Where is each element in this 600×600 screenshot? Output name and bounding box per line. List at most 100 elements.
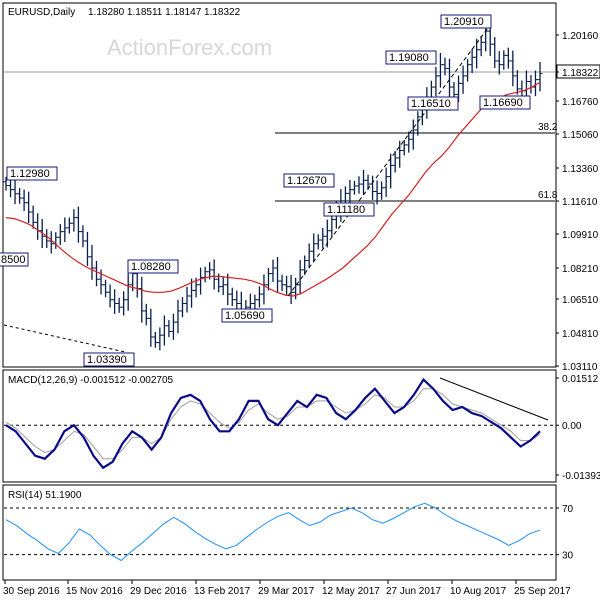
- price-annotation-box: [385, 50, 437, 65]
- price-bar: [94, 260, 100, 287]
- rsi-panel: [2, 484, 557, 581]
- price-tick-label: 1.06510: [562, 295, 599, 306]
- price-tick-label: 1.03110: [562, 362, 598, 373]
- price-bar: [315, 234, 321, 250]
- rsi-tick-label: 70: [562, 504, 574, 515]
- price-bar: [514, 70, 520, 95]
- price-annotation-label: 1.16510: [411, 98, 451, 110]
- price-bar: [62, 217, 68, 243]
- price-annotation: 1.12670: [283, 173, 335, 188]
- price-annotation-box: [127, 259, 179, 274]
- price-bar: [356, 176, 362, 194]
- x-tick-label: 27 Jun 2017: [386, 586, 441, 597]
- macd-title: MACD(12,26,9) -0.001512 -0.002705: [8, 375, 174, 386]
- price-bar: [410, 119, 416, 150]
- price-bar: [103, 279, 109, 298]
- macd-tick-label: -0.013938: [562, 471, 600, 482]
- price-annotation-label: 1.16690: [483, 97, 523, 109]
- price-bar: [442, 57, 448, 76]
- x-tick-label: 13 Feb 2017: [194, 586, 251, 597]
- x-tick-label: 29 Mar 2017: [258, 586, 315, 597]
- price-tick-label: 1.16760: [562, 97, 599, 108]
- price-tick-label: 1.08210: [562, 264, 599, 275]
- price-annotation-label: 1.12670: [287, 175, 327, 187]
- price-bar: [57, 223, 63, 245]
- price-bar: [465, 58, 471, 82]
- macd-trendline: [439, 377, 549, 421]
- price-bar: [460, 65, 466, 94]
- sma-line: [5, 81, 541, 297]
- price-bar: [157, 327, 163, 351]
- x-tick-label: 30 Sep 2016: [3, 586, 60, 597]
- price-bar: [202, 266, 208, 283]
- price-bar: [478, 35, 484, 57]
- price-bar: [365, 174, 371, 190]
- price-bar: [170, 313, 176, 340]
- price-bar: [406, 131, 412, 153]
- price-tick-label: 1.04810: [562, 329, 599, 340]
- price-bar: [415, 111, 421, 136]
- price-bar: [125, 273, 131, 311]
- price-annotation: 1.12980: [6, 166, 58, 181]
- price-bar: [161, 315, 167, 346]
- price-annotation-box: [221, 308, 273, 323]
- price-bar: [311, 233, 317, 262]
- x-tick-label: 29 Dec 2016: [130, 586, 187, 597]
- price-bar: [152, 331, 158, 348]
- price-tick-label: 1.20160: [562, 31, 599, 42]
- price-bar: [496, 51, 502, 75]
- price-bar: [275, 256, 281, 293]
- price-bar: [211, 259, 217, 290]
- price-annotation-label: 1.12980: [10, 168, 50, 180]
- macd-tick-label: 0.00: [562, 421, 582, 432]
- price-bar: [66, 217, 72, 234]
- price-bar: [347, 179, 353, 204]
- price-bar: [80, 225, 86, 248]
- macd-signal-line: [5, 388, 541, 460]
- price-bar: [21, 189, 27, 212]
- price-annotation-label: 1.05690: [225, 310, 265, 322]
- price-bar: [71, 209, 77, 232]
- price-bar: [198, 267, 204, 295]
- price-bar: [175, 299, 181, 334]
- price-bar: [320, 227, 326, 249]
- price-tick-label: 1.15060: [562, 130, 599, 141]
- price-plot: 38.2 61.8 1.12980 8500 1.08280 1.05690 1.03390…: [0, 14, 558, 367]
- price-annotation: 1.16510: [407, 96, 459, 111]
- price-annotation-box: [0, 252, 29, 267]
- price-bar: [361, 169, 367, 195]
- price-annotation: 1.08280: [127, 259, 179, 274]
- price-bar: [446, 58, 452, 97]
- watermark: ActionForex.com: [107, 35, 272, 60]
- price-bar: [501, 50, 507, 70]
- price-bar: [75, 206, 81, 243]
- macd-tick-label: 0.01512: [562, 374, 599, 385]
- price-bar: [256, 286, 262, 308]
- fib-level-label: 38.2: [538, 122, 558, 133]
- price-bar: [284, 275, 290, 296]
- price-bar: [139, 276, 145, 323]
- price-annotation-label: 1.20910: [444, 16, 484, 28]
- price-annotation-box: [283, 173, 335, 188]
- price-bar: [351, 180, 357, 195]
- macd-plot: [4, 377, 555, 470]
- price-bar: [17, 188, 23, 204]
- price-bar: [44, 229, 50, 249]
- price-bar: [229, 287, 235, 307]
- macd-panel: [2, 369, 557, 483]
- rsi-plot: [4, 502, 555, 562]
- price-bar: [279, 274, 285, 292]
- price-bar: [26, 191, 32, 224]
- price-bar: [492, 37, 498, 69]
- price-bar: [537, 61, 543, 92]
- price-bar: [12, 179, 18, 205]
- macd-line: [5, 377, 541, 470]
- price-annotation: 1.05690: [221, 308, 273, 323]
- symbol-title: EURUSD,Daily: [8, 7, 75, 18]
- price-annotation-box: [479, 95, 531, 110]
- price-bar: [116, 297, 122, 313]
- x-tick-label: 10 Aug 2017: [450, 586, 507, 597]
- price-bar: [510, 50, 516, 87]
- price-bar: [270, 259, 276, 282]
